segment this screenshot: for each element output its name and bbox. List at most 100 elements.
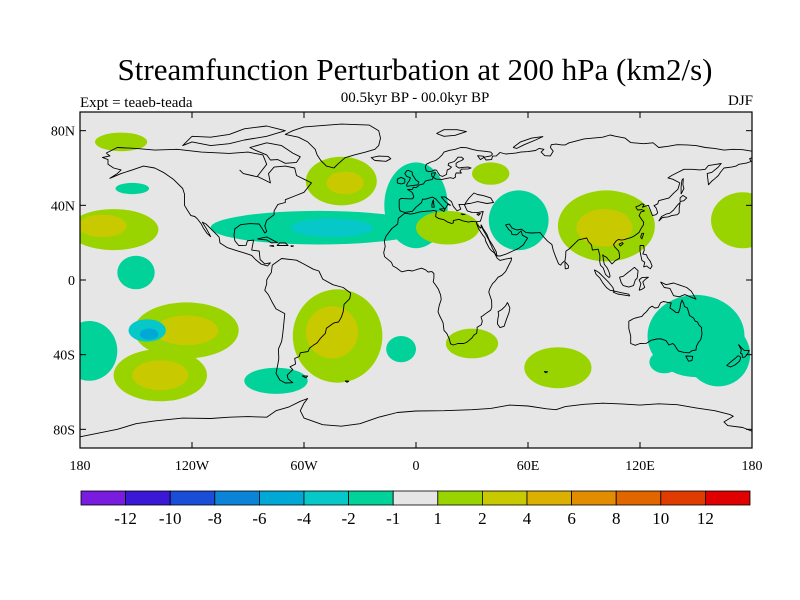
x-axis: 180 120W 60W 0 60E 120E 180 [70,112,763,474]
africa-coast [383,209,513,346]
anomaly-region-1 [115,182,150,195]
colorbar-swatch-0 [80,490,126,506]
colorbar-swatch-2 [169,490,216,506]
taiwan-coast [640,232,645,240]
anomaly-region-15 [117,255,155,290]
x-tick-label-5: 120E [625,459,655,474]
australia-coast [628,299,703,354]
hainan-coast [618,242,624,247]
coastlines [80,123,752,438]
iceland-coast [370,155,392,162]
sumatra-coast [593,269,615,292]
colorbar-label-8: 2 [478,509,487,528]
madagascar-coast [496,302,511,329]
colorbar-label-3: -6 [252,509,266,528]
anomaly-region-19 [139,328,159,340]
colorbar-label-6: -1 [386,509,400,528]
colorbar-swatch-12 [615,490,662,506]
anomaly-region-31 [686,323,751,387]
java-coast [612,290,631,297]
baffin-island-coast [249,142,301,164]
anomaly-shading [80,132,752,402]
colorbar-label-13: 12 [697,509,714,528]
y-tick-label-0: 80N [51,125,75,140]
anomaly-region-22 [132,360,189,391]
colorbar-label-11: 8 [612,509,621,528]
colorbar-swatch-14 [705,490,751,506]
colorbar-label-4: -4 [297,509,312,528]
colorbar-swatch-4 [258,490,305,506]
svalbard-coast [436,129,467,137]
experiment-label: Expt = teaeb-teada [80,95,193,111]
novaya-zemlya-coast [512,136,544,149]
greenland-coast [284,123,381,169]
philippines-coast [639,245,653,270]
hudson-bay-coast [239,169,258,178]
anomaly-region-17 [154,315,219,346]
x-tick-label-3: 0 [413,459,420,474]
colorbar-swatch-5 [303,490,349,506]
colorbar-swatch-6 [348,490,394,506]
south-america-coast [264,258,352,384]
y-tick-label-1: 40N [51,199,75,214]
x-tick-label-2: 60W [290,459,318,474]
tasmania-coast [685,355,694,362]
anomaly-region-27 [445,328,499,359]
colorbar-label-0: -12 [114,509,137,528]
colorbar-label-2: -8 [208,509,222,528]
season-label: DJF [727,93,753,109]
sulawesi-coast [638,276,649,291]
y-tick-label-2: 0 [68,274,75,289]
kerguelen-coast [543,371,549,374]
map-title: Streamfunction Perturbation at 200 hPa (… [117,52,713,87]
anomaly-region-13 [576,209,633,247]
colorbar-label-10: 6 [567,509,576,528]
anomaly-region-14 [711,192,752,249]
new-zealand-coast [726,344,750,368]
anomaly-region-28 [524,347,592,389]
y-tick-label-4: 80S [53,423,75,438]
anomaly-region-11 [488,190,549,251]
colorbar-swatch-13 [660,490,706,506]
colorbar-swatch-3 [214,490,260,506]
anomaly-region-0 [95,132,148,152]
anomaly-region-25 [305,306,359,359]
colorbar-swatch-8 [437,490,483,506]
x-tick-label-4: 60E [517,459,540,474]
anomaly-region-23 [244,367,308,394]
anomaly-region-20 [80,321,118,381]
anomaly-region-10 [416,210,480,245]
japan-coast [658,194,688,222]
colorbar-label-5: -2 [342,509,356,528]
x-tick-label-1: 120W [175,459,210,474]
colorbar-swatch-7 [392,490,439,506]
colorbar: -12 -10 -8 -6 -4 -2 -1 1 2 4 6 8 10 12 [80,490,751,528]
colorbar-label-7: 1 [434,509,443,528]
y-axis: 80N 40N 0 40S 80S [51,125,752,438]
colorbar-swatch-1 [125,490,171,506]
anomaly-region-9 [472,162,510,185]
sri-lanka-coast [564,261,570,270]
x-tick-label-0: 180 [70,459,91,474]
y-tick-label-3: 40S [53,349,75,364]
mediterranean-islands-coast [431,199,481,216]
uk-ireland-coast [396,169,420,187]
anomaly-region-5 [326,171,364,195]
anomaly-region-26 [386,336,416,363]
south-georgia-coast [344,380,350,383]
new-guinea-coast [660,281,697,300]
falklands-coast [301,375,309,379]
colorbar-swatch-11 [571,490,617,506]
colorbar-label-1: -10 [159,509,182,528]
antarctica-coast [80,398,752,438]
colorbar-swatch-9 [481,490,528,506]
colorbar-label-12: 10 [652,509,669,528]
colorbar-swatch-10 [526,490,572,506]
north-america-coast [101,147,312,267]
period-label: 00.5kyr BP - 00.0kyr BP [340,90,490,106]
sakhalin-coast [680,178,685,195]
borneo-coast [619,266,639,288]
arctic-islands-coast [182,125,286,147]
caribbean-islands-coast [257,236,294,248]
